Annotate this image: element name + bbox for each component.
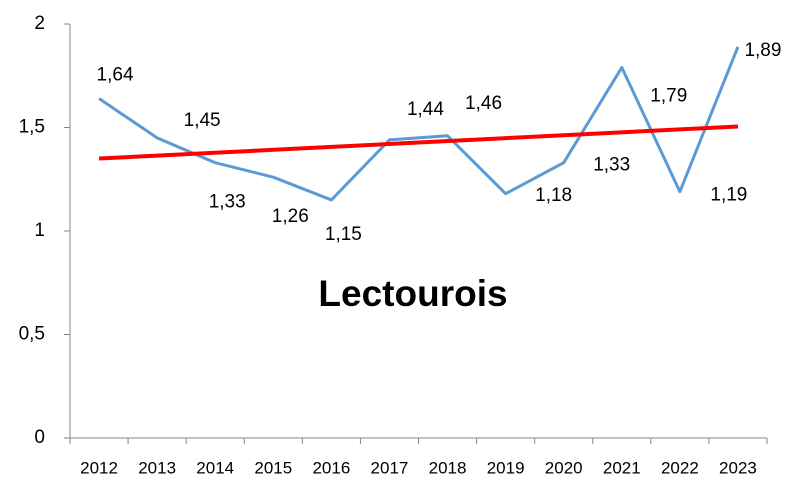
data-label: 1,33 xyxy=(209,192,246,213)
x-tick-label: 2013 xyxy=(138,458,176,477)
x-tick-label: 2015 xyxy=(254,458,292,477)
x-tick-label: 2016 xyxy=(312,458,350,477)
data-label: 1,89 xyxy=(744,40,781,61)
data-label: 1,46 xyxy=(465,93,502,114)
x-tick-label: 2018 xyxy=(429,458,467,477)
chart-title: Lectourois xyxy=(318,273,507,314)
x-tick-label: 2012 xyxy=(80,458,118,477)
data-label: 1,19 xyxy=(710,185,747,206)
x-tick-label: 2022 xyxy=(661,458,699,477)
data-label: 1,33 xyxy=(593,155,630,176)
x-tick-label: 2021 xyxy=(603,458,641,477)
trend-line xyxy=(98,124,739,161)
x-tick-label: 2019 xyxy=(487,458,525,477)
x-tick-label: 2023 xyxy=(719,458,757,477)
y-tick-label: 0,5 xyxy=(19,324,45,345)
data-label: 1,44 xyxy=(407,99,444,120)
y-tick-label: 2 xyxy=(34,13,45,34)
data-label: 1,15 xyxy=(325,224,362,245)
x-tick-label: 2017 xyxy=(371,458,409,477)
data-label: 1,79 xyxy=(650,85,687,106)
y-tick-label: 0 xyxy=(34,427,45,448)
series-line xyxy=(98,46,740,202)
x-tick-label: 2014 xyxy=(196,458,234,477)
y-tick-label: 1 xyxy=(34,220,45,241)
data-label: 1,64 xyxy=(97,65,134,86)
y-tick-label: 1,5 xyxy=(19,117,45,138)
data-label: 1,45 xyxy=(184,110,221,131)
data-label: 1,18 xyxy=(535,185,572,206)
data-label: 1,26 xyxy=(272,206,309,227)
x-tick-label: 2020 xyxy=(545,458,583,477)
